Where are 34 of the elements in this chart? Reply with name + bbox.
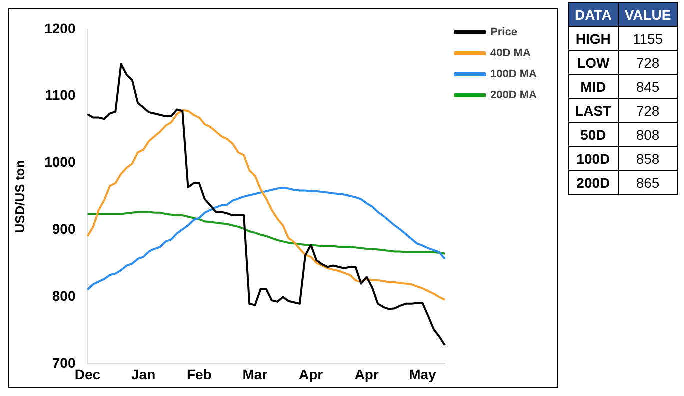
text: 858 [618, 146, 678, 170]
y-tick-label: 800 [52, 288, 76, 304]
x-tick-label: Feb [186, 366, 212, 382]
text: 728 [618, 50, 678, 74]
x-tick-label: Apr [354, 366, 380, 382]
y-axis-title: USD/US ton [12, 160, 28, 234]
x-tick-label: Mar [242, 366, 268, 382]
text: MID [568, 74, 618, 98]
legend-label: 100D MA [490, 68, 538, 81]
y-tick-label: 1100 [45, 87, 76, 104]
x-tick-label: Dec [74, 366, 101, 382]
text: 100D [568, 146, 618, 170]
y-tick-label: 1200 [44, 20, 76, 36]
x-tick-label: Jan [132, 366, 156, 382]
legend-label: 200D MA [490, 90, 538, 102]
y-tick-label: 900 [52, 221, 76, 238]
text: 728 [618, 98, 678, 122]
legend-label: 40D MA [490, 48, 531, 60]
text: LAST [568, 98, 618, 122]
text: 845 [618, 74, 678, 98]
y-tick-label: 1000 [44, 154, 76, 170]
text: LOW [568, 50, 618, 74]
text: VALUE [618, 2, 678, 26]
text: 50D [568, 122, 618, 146]
text: 1155 [618, 26, 678, 50]
text: DATA [568, 2, 618, 26]
x-tick-label: Apr [298, 366, 324, 382]
legend-label: Price [490, 26, 518, 39]
x-tick-label: May [409, 366, 437, 382]
text: HIGH [568, 26, 618, 50]
text: 200D [568, 170, 618, 194]
text: 808 [618, 122, 678, 146]
text: 865 [618, 170, 678, 194]
y-tick-label: 700 [52, 355, 76, 372]
